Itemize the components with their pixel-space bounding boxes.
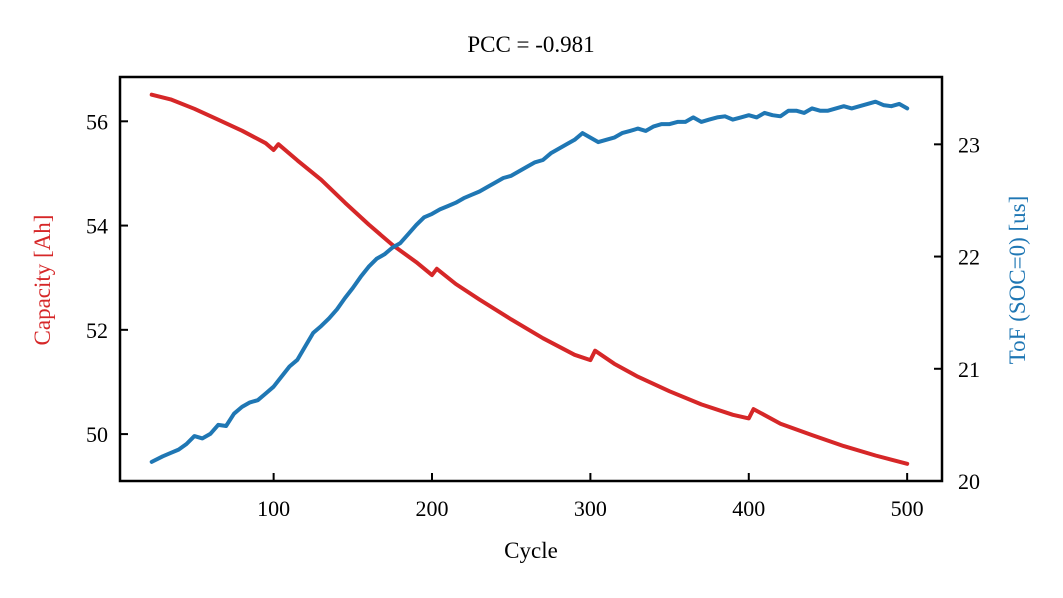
- x-tick-label-500: 500: [891, 496, 924, 521]
- x-tick-label-400: 400: [732, 496, 765, 521]
- y-axis-left-title: Capacity [Ah]: [30, 215, 55, 346]
- y-axis-left: 50 52 54 56: [86, 109, 128, 447]
- y-left-tick-label-52: 52: [86, 318, 108, 343]
- x-axis: 100 200 300 400 500: [257, 473, 924, 521]
- y-left-tick-label-56: 56: [86, 109, 108, 134]
- x-tick-label-200: 200: [416, 496, 449, 521]
- chart-title: PCC = -0.981: [467, 32, 594, 57]
- y-axis-right: 20 21 22 23: [934, 132, 980, 494]
- y-right-tick-label-23: 23: [958, 132, 980, 157]
- x-tick-label-300: 300: [574, 496, 607, 521]
- x-axis-title: Cycle: [504, 538, 558, 563]
- y-left-tick-label-54: 54: [86, 214, 108, 239]
- series-line-capacity: [149, 92, 910, 466]
- x-tick-label-100: 100: [257, 496, 290, 521]
- plot-frame: [118, 75, 944, 483]
- series-layer: [149, 92, 910, 466]
- y-left-tick-label-50: 50: [86, 422, 108, 447]
- y-right-tick-label-21: 21: [958, 357, 980, 382]
- series-line-tof: [149, 99, 910, 464]
- y-right-tick-label-22: 22: [958, 245, 980, 270]
- y-right-tick-label-20: 20: [958, 469, 980, 494]
- y-axis-right-title: ToF (SOC=0) [us]: [1005, 196, 1030, 365]
